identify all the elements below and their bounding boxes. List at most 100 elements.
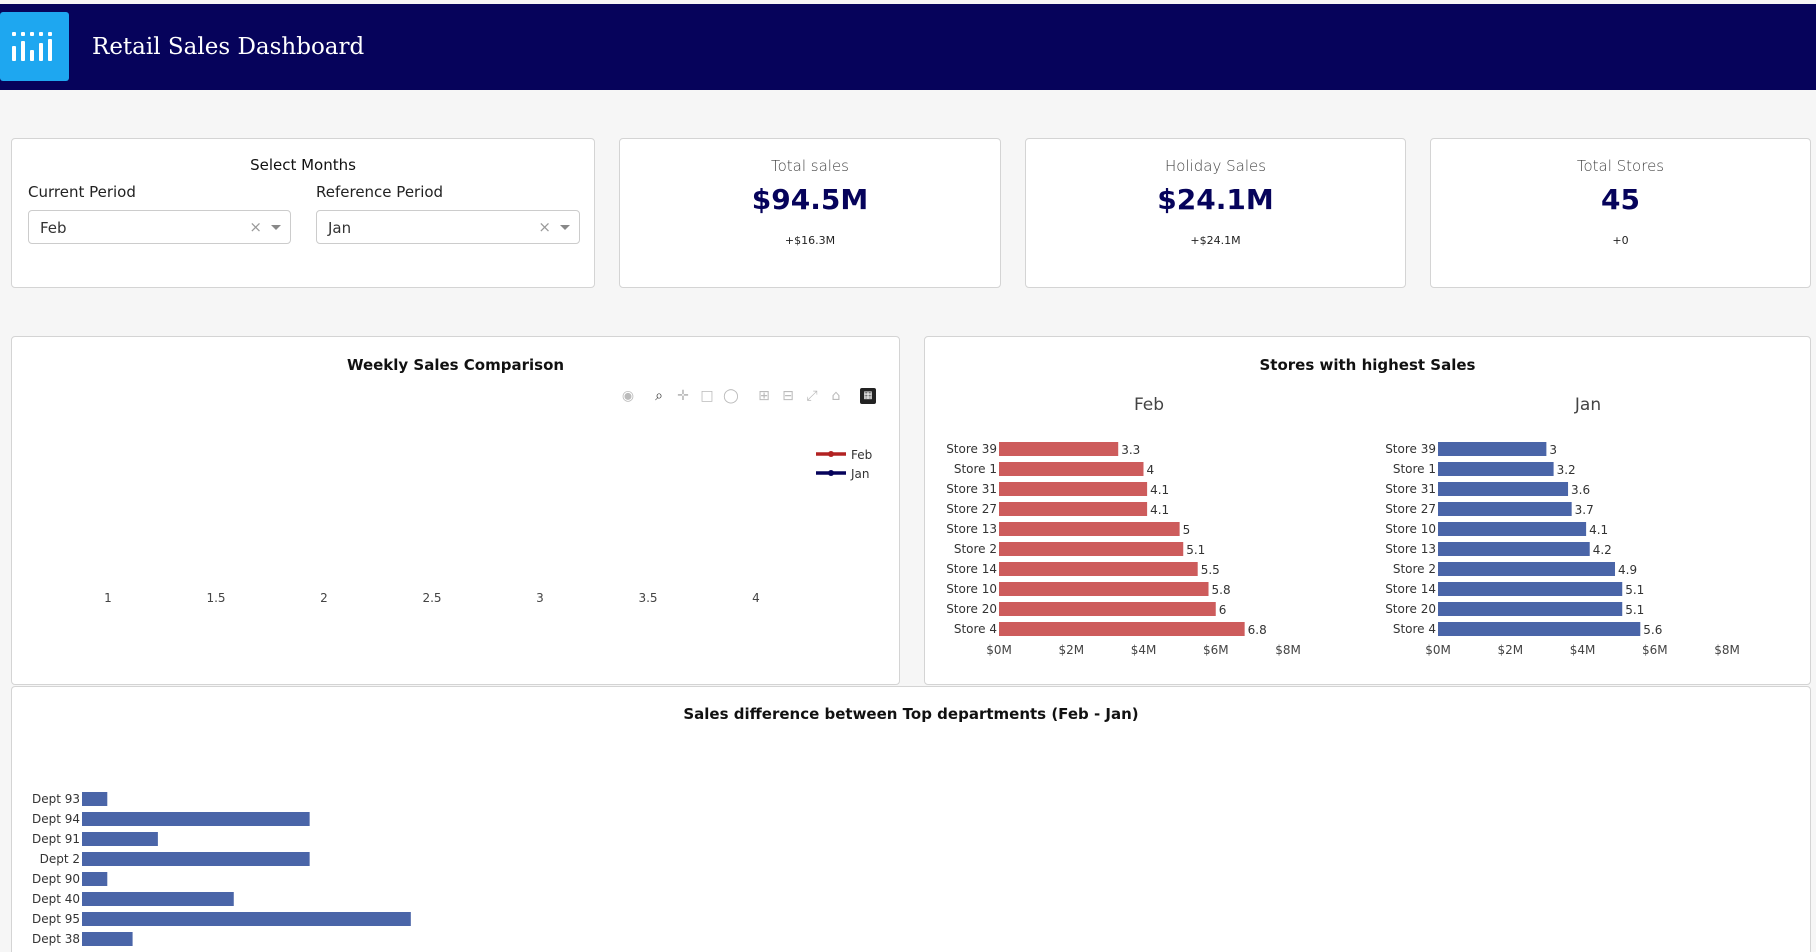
x-tick-label: 1 bbox=[104, 591, 112, 605]
data-label: 5.1 bbox=[1625, 583, 1644, 597]
bar bbox=[82, 932, 133, 946]
category-label: Dept 90 bbox=[32, 872, 80, 886]
data-label: 3.2 bbox=[1557, 463, 1576, 477]
bar bbox=[82, 892, 234, 906]
bar bbox=[999, 502, 1148, 516]
bar bbox=[999, 462, 1144, 476]
kpi-label: Total Stores bbox=[1576, 157, 1665, 175]
x-tick-label: 4 bbox=[752, 591, 760, 605]
subplot-title: Jan bbox=[1574, 395, 1601, 415]
kpi-value: $24.1M bbox=[1157, 183, 1274, 216]
category-label: Store 31 bbox=[946, 482, 997, 496]
bar bbox=[999, 562, 1198, 576]
data-label: 3.6 bbox=[1571, 483, 1590, 497]
category-label: Store 1 bbox=[1393, 462, 1436, 476]
reference-period-select[interactable]: Jan × bbox=[316, 210, 580, 244]
x-tick-label: 3.5 bbox=[638, 591, 657, 605]
legend-marker bbox=[828, 451, 834, 457]
category-label: Store 14 bbox=[946, 562, 997, 576]
bar bbox=[1438, 562, 1616, 576]
bar bbox=[1438, 622, 1641, 636]
x-tick-label: $6M bbox=[1203, 643, 1229, 657]
current-period-value: Feb bbox=[40, 219, 67, 237]
category-label: Dept 94 bbox=[32, 812, 80, 826]
kpi-label: Holiday Sales bbox=[1164, 157, 1267, 175]
data-label: 3.3 bbox=[1121, 443, 1140, 457]
category-label: Store 13 bbox=[946, 522, 997, 536]
reference-period-value: Jan bbox=[328, 219, 352, 237]
plotly-logo-icon[interactable]: ▦ bbox=[860, 388, 876, 404]
department-diff-card: Sales difference between Top departments… bbox=[11, 686, 1811, 952]
category-label: Store 4 bbox=[1393, 622, 1436, 636]
filters-title: Select Months bbox=[250, 156, 356, 174]
data-label: 5.6 bbox=[1643, 623, 1662, 637]
x-tick-label: 2 bbox=[320, 591, 328, 605]
x-tick-label: $2M bbox=[1497, 643, 1523, 657]
bar bbox=[1438, 582, 1623, 596]
data-label: 4.1 bbox=[1150, 483, 1169, 497]
zoom-icon[interactable]: ⌕ bbox=[655, 388, 663, 404]
bar bbox=[1438, 482, 1569, 496]
category-label: Dept 2 bbox=[40, 852, 80, 866]
box-select-icon[interactable]: □ bbox=[700, 388, 714, 404]
legend-label: Jan bbox=[850, 467, 870, 481]
category-label: Store 1 bbox=[954, 462, 997, 476]
chevron-down-icon[interactable] bbox=[560, 225, 570, 230]
current-period-select[interactable]: Feb × bbox=[28, 210, 291, 244]
top-stores-bar-chart: Feb Store 39 3.3 Store 1 4 Store 31 4.1 Store 2… bbox=[946, 395, 1740, 657]
bar bbox=[999, 442, 1119, 456]
bar bbox=[82, 872, 108, 886]
x-tick-label: 2.5 bbox=[422, 591, 441, 605]
clear-icon[interactable]: × bbox=[249, 218, 262, 236]
zoom-in-icon[interactable]: ⊞ bbox=[758, 388, 770, 404]
category-label: Store 20 bbox=[1385, 602, 1436, 616]
kpi-delta: +0 bbox=[1612, 234, 1629, 247]
category-label: Store 39 bbox=[946, 442, 997, 456]
subplot-title: Feb bbox=[1134, 395, 1164, 415]
kpi-delta: +$24.1M bbox=[1190, 234, 1241, 247]
bar bbox=[1438, 602, 1623, 616]
zoom-out-icon[interactable]: ⊟ bbox=[782, 388, 794, 404]
data-label: 4.2 bbox=[1593, 543, 1612, 557]
data-label: 5.8 bbox=[1212, 583, 1231, 597]
bar-chart-icon[interactable] bbox=[0, 12, 69, 81]
pan-icon[interactable]: ✛ bbox=[677, 388, 689, 404]
bar bbox=[82, 852, 310, 866]
current-period-label: Current Period bbox=[28, 183, 136, 201]
clear-icon[interactable]: × bbox=[538, 218, 551, 236]
data-label: 5.5 bbox=[1201, 563, 1220, 577]
bar bbox=[82, 832, 158, 846]
x-tick-label: $2M bbox=[1058, 643, 1084, 657]
category-label: Store 2 bbox=[954, 542, 997, 556]
kpi-value: 45 bbox=[1601, 183, 1640, 216]
chevron-down-icon[interactable] bbox=[271, 225, 281, 230]
category-label: Store 2 bbox=[1393, 562, 1436, 576]
legend-marker bbox=[828, 470, 834, 476]
kpi-holiday-sales-card: Holiday Sales $24.1M +$24.1M bbox=[1025, 138, 1406, 288]
kpi-delta: +$16.3M bbox=[784, 234, 836, 247]
x-tick-label: $4M bbox=[1131, 643, 1157, 657]
data-label: 3 bbox=[1549, 443, 1557, 457]
filters-card: Select Months Current Period Reference P… bbox=[11, 138, 595, 288]
x-tick-label: $8M bbox=[1714, 643, 1740, 657]
bar bbox=[1438, 542, 1590, 556]
bar bbox=[999, 522, 1180, 536]
reference-period-label: Reference Period bbox=[316, 183, 444, 201]
x-tick-label: $4M bbox=[1570, 643, 1596, 657]
data-label: 5.1 bbox=[1186, 543, 1205, 557]
bar bbox=[1438, 502, 1572, 516]
data-label: 4.1 bbox=[1589, 523, 1608, 537]
autoscale-icon[interactable]: ⤢ bbox=[806, 388, 818, 404]
data-label: 5 bbox=[1183, 523, 1191, 537]
category-label: Store 27 bbox=[946, 502, 997, 516]
camera-icon[interactable]: ◉ bbox=[621, 388, 635, 404]
category-label: Store 10 bbox=[946, 582, 997, 596]
x-tick-label: $0M bbox=[986, 643, 1012, 657]
category-label: Dept 95 bbox=[32, 912, 80, 926]
x-tick-label: 1.5 bbox=[206, 591, 225, 605]
reset-axes-icon[interactable]: ⌂ bbox=[831, 388, 841, 404]
x-tick-label: $8M bbox=[1275, 643, 1301, 657]
lasso-icon[interactable]: ◯ bbox=[723, 388, 739, 404]
data-label: 6 bbox=[1219, 603, 1227, 617]
category-label: Store 14 bbox=[1385, 582, 1436, 596]
